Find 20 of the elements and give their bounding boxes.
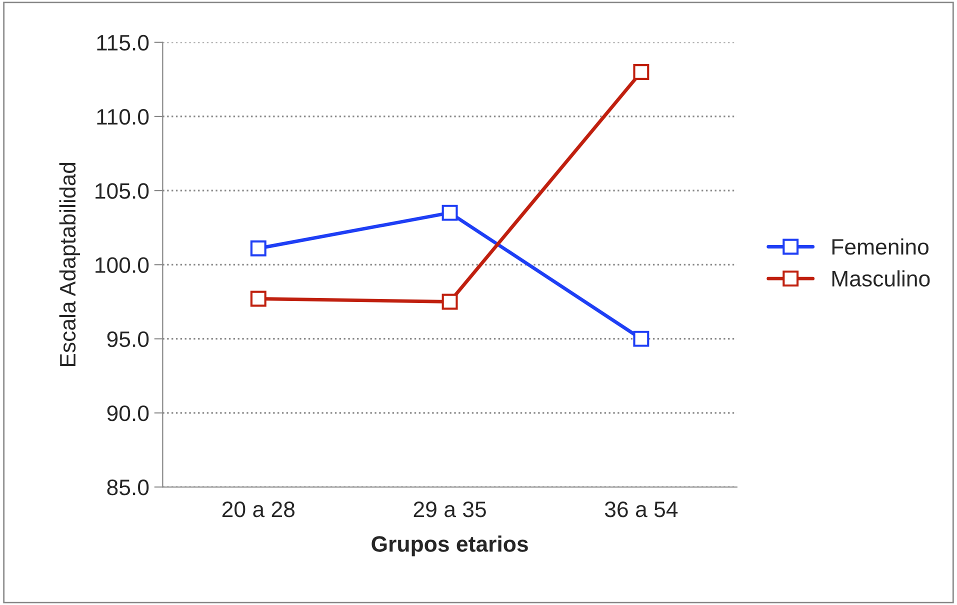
point: [250, 240, 266, 256]
y-tick-label: 85.0: [107, 480, 149, 496]
point: [250, 290, 266, 307]
x-tick-label: 36 a 54: [604, 502, 678, 518]
legend-label: Femenino: [832, 238, 928, 255]
y-axis-title: Escala Adaptabilidad: [59, 162, 80, 366]
x-axis-title: Grupos etarios: [372, 536, 528, 556]
y-tick-label: 95.0: [107, 331, 149, 348]
x-tick-label: 29 a 35: [414, 502, 486, 518]
y-tick-label: 115.0: [97, 34, 149, 51]
y-tick-label: 90.0: [107, 405, 149, 422]
x-tick-label: 20 a 28: [222, 502, 294, 518]
point: [633, 330, 650, 347]
y-tick-label: 110.0: [97, 108, 149, 125]
legend-label: Masculino: [832, 270, 930, 287]
point: [633, 64, 650, 80]
point: [442, 294, 458, 310]
y-tick-label: 100.0: [96, 257, 149, 273]
point: [442, 204, 458, 221]
y-tick-label: 105.0: [96, 183, 149, 199]
